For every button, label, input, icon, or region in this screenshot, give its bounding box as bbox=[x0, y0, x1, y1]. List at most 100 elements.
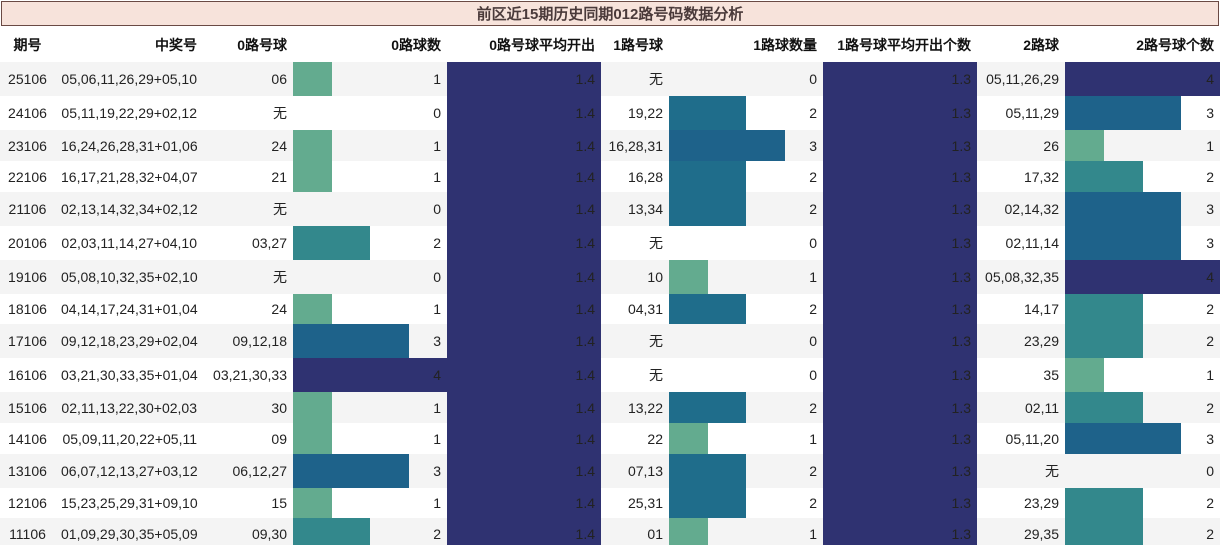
col-header-numbers: 中奖号 bbox=[155, 37, 197, 53]
r2-balls-cell: 05,11,20 bbox=[1005, 430, 1059, 447]
r0-balls-cell: 30 bbox=[271, 399, 287, 416]
r0-count-value: 3 bbox=[433, 463, 441, 479]
numbers-cell: 05,11,19,22,29+02,12 bbox=[61, 105, 197, 121]
r2-count-bar bbox=[1065, 294, 1143, 324]
r1-count-cell: 1 bbox=[669, 518, 823, 545]
r1-balls-cell: 04,31 bbox=[627, 301, 663, 317]
r0-avg-cell: 1.4 bbox=[447, 130, 601, 161]
r2-balls-cell: 35 bbox=[1043, 367, 1059, 383]
r0-balls-cell: 06,12,27 bbox=[232, 463, 288, 479]
r0-balls-cell: 24 bbox=[271, 301, 287, 317]
r2-count-bar bbox=[1065, 226, 1182, 260]
r0-count-cell: 1 bbox=[293, 62, 447, 96]
r1-count-cell: 2 bbox=[669, 96, 823, 130]
r0-count-value: 1 bbox=[433, 137, 441, 154]
r1-count-value: 2 bbox=[809, 463, 817, 479]
table-row: 21106 02,13,14,32,34+02,12 无 0 1.4 13,34 2 1.3 0… bbox=[0, 192, 1220, 226]
table-row: 12106 15,23,25,29,31+09,10 15 1 1.4 25,31 2 1.3… bbox=[0, 488, 1220, 518]
r0-avg-cell: 1.4 bbox=[447, 392, 601, 423]
r2-count-value: 4 bbox=[1206, 71, 1214, 87]
numbers-cell: 02,03,11,14,27+04,10 bbox=[61, 235, 197, 251]
r1-count-cell: 2 bbox=[669, 392, 823, 423]
r2-count-cell: 3 bbox=[1065, 423, 1220, 454]
numbers-cell: 09,12,18,23,29+02,04 bbox=[61, 333, 198, 349]
r1-count-cell: 1 bbox=[669, 423, 823, 454]
r0-count-value: 4 bbox=[433, 367, 441, 383]
numbers-cell: 06,07,12,13,27+03,12 bbox=[61, 463, 198, 479]
r1-count-value: 2 bbox=[809, 495, 817, 511]
r0-count-value: 1 bbox=[433, 430, 441, 447]
r0-count-cell: 2 bbox=[293, 226, 447, 260]
r2-balls-cell: 26 bbox=[1043, 137, 1059, 154]
table-row: 25106 05,06,11,26,29+05,10 06 1 1.4 无 0 1.3 05,1… bbox=[0, 62, 1220, 96]
r1-balls-cell: 无 bbox=[649, 333, 663, 349]
r2-count-cell: 2 bbox=[1065, 518, 1220, 545]
r0-count-bar bbox=[293, 488, 332, 518]
r2-count-value: 2 bbox=[1206, 168, 1214, 185]
table-row: 18106 04,14,17,24,31+01,04 24 1 1.4 04,31 2 1.3… bbox=[0, 294, 1220, 324]
numbers-cell: 03,21,30,33,35+01,04 bbox=[61, 367, 198, 383]
r0-count-cell: 1 bbox=[293, 294, 447, 324]
r0-count-bar bbox=[293, 130, 332, 161]
r1-balls-cell: 19,22 bbox=[627, 105, 663, 121]
r2-count-cell: 3 bbox=[1065, 226, 1220, 260]
r0-balls-cell: 无 bbox=[273, 201, 287, 217]
r2-count-cell: 2 bbox=[1065, 488, 1220, 518]
r1-balls-cell: 无 bbox=[649, 367, 663, 383]
r1-count-value: 0 bbox=[809, 367, 817, 383]
r0-balls-cell: 无 bbox=[273, 269, 287, 285]
r1-avg-cell: 1.3 bbox=[823, 96, 977, 130]
r2-count-bar bbox=[1065, 192, 1182, 226]
r1-count-value: 2 bbox=[809, 399, 817, 416]
table-row: 19106 05,08,10,32,35+02,10 无 0 1.4 10 1 1.3 05,0… bbox=[0, 260, 1220, 294]
r2-count-cell: 3 bbox=[1065, 96, 1220, 130]
table-row: 16106 03,21,30,33,35+01,04 03,21,30,33 4 1.4… bbox=[0, 358, 1220, 392]
r1-avg-cell: 1.3 bbox=[823, 454, 977, 488]
r2-balls-cell: 14,17 bbox=[1023, 301, 1059, 317]
r0-avg-cell: 1.4 bbox=[447, 294, 601, 324]
r2-count-cell: 2 bbox=[1065, 324, 1220, 358]
issue-cell: 18106 bbox=[8, 301, 47, 317]
col-header-r0-avg: 0路号球平均开出 bbox=[489, 37, 595, 53]
r0-count-bar bbox=[293, 294, 332, 324]
r0-count-value: 0 bbox=[433, 105, 441, 121]
r0-count-bar bbox=[293, 423, 332, 454]
r2-count-bar bbox=[1065, 161, 1143, 192]
r0-count-value: 1 bbox=[433, 71, 441, 87]
r1-count-value: 0 bbox=[809, 235, 817, 251]
r0-avg-cell: 1.4 bbox=[447, 260, 601, 294]
table-row: 23106 16,24,26,28,31+01,06 24 1 1.4 16,28,31 3… bbox=[0, 130, 1220, 161]
r0-balls-cell: 24 bbox=[271, 137, 287, 154]
r2-count-value: 3 bbox=[1206, 430, 1214, 447]
r1-count-bar bbox=[669, 192, 746, 226]
r2-balls-cell: 05,08,32,35 bbox=[985, 269, 1059, 285]
numbers-cell: 05,09,11,20,22+05,11 bbox=[62, 430, 197, 447]
numbers-cell: 16,17,21,28,32+04,07 bbox=[61, 168, 198, 185]
issue-cell: 15106 bbox=[8, 399, 47, 416]
r2-balls-cell: 17,32 bbox=[1023, 168, 1059, 185]
r2-balls-cell: 02,14,32 bbox=[1004, 201, 1060, 217]
r0-count-bar bbox=[293, 518, 370, 545]
r0-avg-cell: 1.4 bbox=[447, 161, 601, 192]
numbers-cell: 16,24,26,28,31+01,06 bbox=[61, 137, 198, 154]
r0-count-cell: 1 bbox=[293, 161, 447, 192]
r0-balls-cell: 09,30 bbox=[251, 525, 287, 542]
r0-balls-cell: 03,21,30,33 bbox=[213, 367, 287, 383]
r1-balls-cell: 25,31 bbox=[627, 495, 663, 511]
r1-count-bar bbox=[669, 260, 708, 294]
r1-count-cell: 3 bbox=[669, 130, 823, 161]
r0-balls-cell: 15 bbox=[271, 495, 287, 511]
numbers-cell: 02,11,13,22,30+02,03 bbox=[61, 399, 197, 416]
col-header-r1-count: 1路球数量 bbox=[753, 37, 817, 53]
issue-cell: 17106 bbox=[8, 333, 47, 349]
r1-avg-cell: 1.3 bbox=[823, 260, 977, 294]
r0-count-cell: 1 bbox=[293, 130, 447, 161]
r0-count-bar bbox=[293, 392, 332, 423]
numbers-cell: 02,13,14,32,34+02,12 bbox=[61, 201, 198, 217]
r1-balls-cell: 无 bbox=[649, 71, 663, 87]
r1-avg-cell: 1.3 bbox=[823, 226, 977, 260]
r1-count-cell: 2 bbox=[669, 488, 823, 518]
r0-count-cell: 4 bbox=[293, 358, 447, 392]
r2-count-cell: 1 bbox=[1065, 358, 1220, 392]
table-row: 14106 05,09,11,20,22+05,11 09 1 1.4 22 1 1.3 05,… bbox=[0, 423, 1220, 454]
